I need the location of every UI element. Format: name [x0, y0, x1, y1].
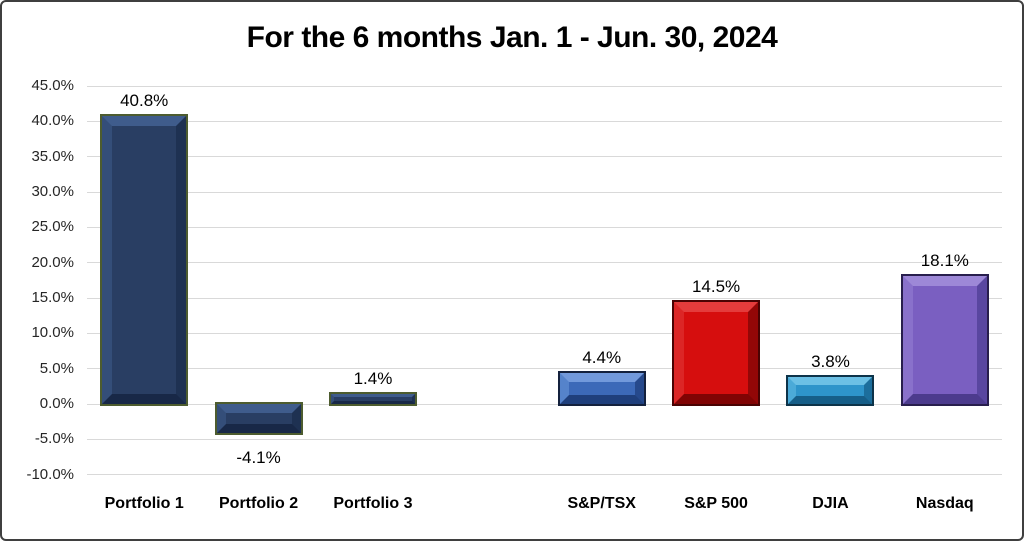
gridline-40 — [87, 120, 1002, 122]
category-label-djia: DJIA — [812, 495, 849, 512]
bar-s-p-tsx — [557, 370, 646, 406]
category-label-s-p-tsx: S&P/TSX — [567, 495, 636, 512]
gridline-20 — [87, 262, 1002, 264]
y-tick-label: 10.0% — [31, 324, 74, 342]
y-tick-label: -5.0% — [34, 430, 74, 448]
category-label-portfolio-2: Portfolio 2 — [219, 495, 299, 512]
y-tick-label: -10.0% — [26, 465, 74, 483]
y-tick-label: 35.0% — [31, 147, 74, 165]
value-label-portfolio-2: -4.1% — [236, 447, 281, 467]
y-tick-label: 20.0% — [31, 253, 74, 271]
gridline-0 — [87, 403, 1002, 405]
bar-nasdaq — [900, 274, 989, 406]
value-label-s-p-500: 14.5% — [691, 276, 741, 296]
value-label-s-p-tsx: 4.4% — [582, 347, 622, 367]
value-label-portfolio-1: 40.8% — [120, 90, 169, 110]
category-label-nasdaq: Nasdaq — [915, 495, 974, 512]
y-tick-label: 15.0% — [31, 289, 74, 306]
bar-s-p-500 — [672, 299, 761, 406]
bar-portfolio-3 — [328, 392, 417, 406]
gridline-35 — [87, 156, 1002, 158]
gridline-5 — [87, 368, 1002, 370]
y-tick-label: 40.0% — [31, 112, 74, 130]
value-label-djia: 3.8% — [811, 352, 850, 372]
y-tick-label: 0.0% — [39, 395, 74, 412]
y-tick-label: 25.0% — [31, 218, 74, 236]
bar-portfolio-2 — [214, 402, 303, 435]
gridline-30 — [87, 191, 1002, 193]
gridline-25 — [87, 226, 1002, 228]
gridline-15 — [87, 297, 1002, 299]
category-label-portfolio-3: Portfolio 3 — [333, 495, 413, 512]
y-tick-label: 30.0% — [31, 183, 74, 201]
y-tick-label: 45.0% — [31, 77, 74, 95]
gridline--10 — [87, 474, 1002, 476]
y-tick-label: 5.0% — [39, 359, 74, 377]
bar-djia — [786, 375, 875, 406]
category-label-portfolio-1: Portfolio 1 — [104, 495, 184, 512]
gridline-45 — [87, 85, 1002, 87]
chart-title: For the 6 months Jan. 1 - Jun. 30, 2024 — [246, 21, 778, 54]
gridline--5 — [87, 438, 1002, 440]
category-label-s-p-500: S&P 500 — [684, 495, 748, 512]
value-label-nasdaq: 18.1% — [920, 251, 969, 271]
gridline-10 — [87, 332, 1002, 334]
bar-portfolio-1 — [100, 113, 189, 406]
value-label-portfolio-3: 1.4% — [353, 369, 393, 389]
